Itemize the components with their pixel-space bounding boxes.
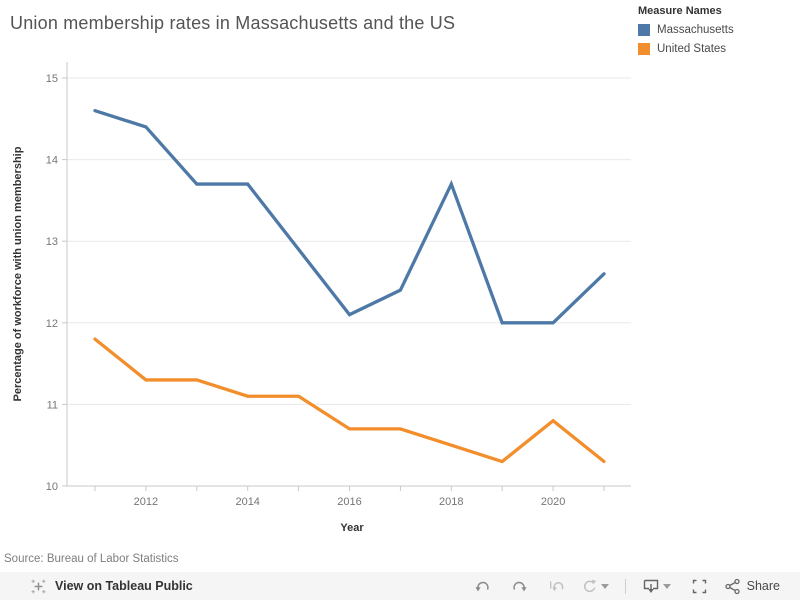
toolbar-divider xyxy=(624,578,626,594)
undo-icon xyxy=(475,581,489,591)
y-tick-label: 14 xyxy=(46,155,58,167)
download-icon xyxy=(643,579,658,593)
united-states-swatch-icon xyxy=(638,43,650,55)
legend-item-massachusetts[interactable]: Massachusetts xyxy=(638,24,734,36)
series-line-massachusetts[interactable] xyxy=(93,108,606,325)
legend-label: Massachusetts xyxy=(657,24,734,36)
x-tick-label: 2020 xyxy=(541,496,565,508)
legend: Measure Names Massachusetts United State… xyxy=(638,5,734,62)
refresh-options-caret[interactable] xyxy=(600,572,609,600)
chart-title: Union membership rates in Massachusetts … xyxy=(10,13,456,33)
redo-icon xyxy=(513,581,527,591)
share-label: Share xyxy=(746,579,780,593)
download-options-caret[interactable] xyxy=(662,572,671,600)
redo-button[interactable] xyxy=(511,572,528,600)
fullscreen-icon xyxy=(692,579,706,593)
legend-title: Measure Names xyxy=(638,5,722,17)
legend-item-united-states[interactable]: United States xyxy=(638,43,734,55)
y-tick-label: 13 xyxy=(46,236,58,248)
line-chart-plot: 10 11 12 13 14 15 2012 2014 2016 2018 2020 Year Perc… xyxy=(12,62,631,534)
y-tick-label: 10 xyxy=(46,481,58,493)
chevron-down-icon xyxy=(600,583,609,589)
revert-icon xyxy=(549,581,563,591)
tableau-logo-icon xyxy=(31,579,46,593)
series-line-united-states[interactable] xyxy=(93,337,606,464)
x-axis-title: Year xyxy=(340,522,364,534)
download-button[interactable] xyxy=(642,572,660,600)
fullscreen-button[interactable] xyxy=(691,572,708,600)
share-icon xyxy=(724,578,740,594)
y-tick-label: 11 xyxy=(47,399,58,411)
y-axis-title: Percentage of workforce with union membe… xyxy=(12,146,24,401)
x-tick-label: 2012 xyxy=(134,496,158,508)
massachusetts-swatch-icon xyxy=(638,24,650,36)
y-tick-label: 15 xyxy=(46,73,58,85)
y-tick-label: 12 xyxy=(46,318,58,330)
x-tick-label: 2018 xyxy=(439,496,463,508)
refresh-icon xyxy=(583,579,597,592)
tableau-toolbar: View on Tableau Public xyxy=(0,572,800,600)
source-caption: Source: Bureau of Labor Statistics xyxy=(4,553,179,565)
view-on-tableau-public-link[interactable]: View on Tableau Public xyxy=(30,578,193,595)
legend-label: United States xyxy=(657,43,727,55)
x-tick-label: 2016 xyxy=(337,496,361,508)
undo-button[interactable] xyxy=(474,572,491,600)
view-on-tableau-public-label: View on Tableau Public xyxy=(55,579,193,593)
share-button[interactable]: Share xyxy=(724,572,780,600)
refresh-button[interactable] xyxy=(581,572,598,600)
toolbar-actions: Share xyxy=(474,572,780,600)
chevron-down-icon xyxy=(662,583,671,589)
x-tick-label: 2014 xyxy=(235,496,259,508)
revert-button[interactable] xyxy=(548,572,565,600)
